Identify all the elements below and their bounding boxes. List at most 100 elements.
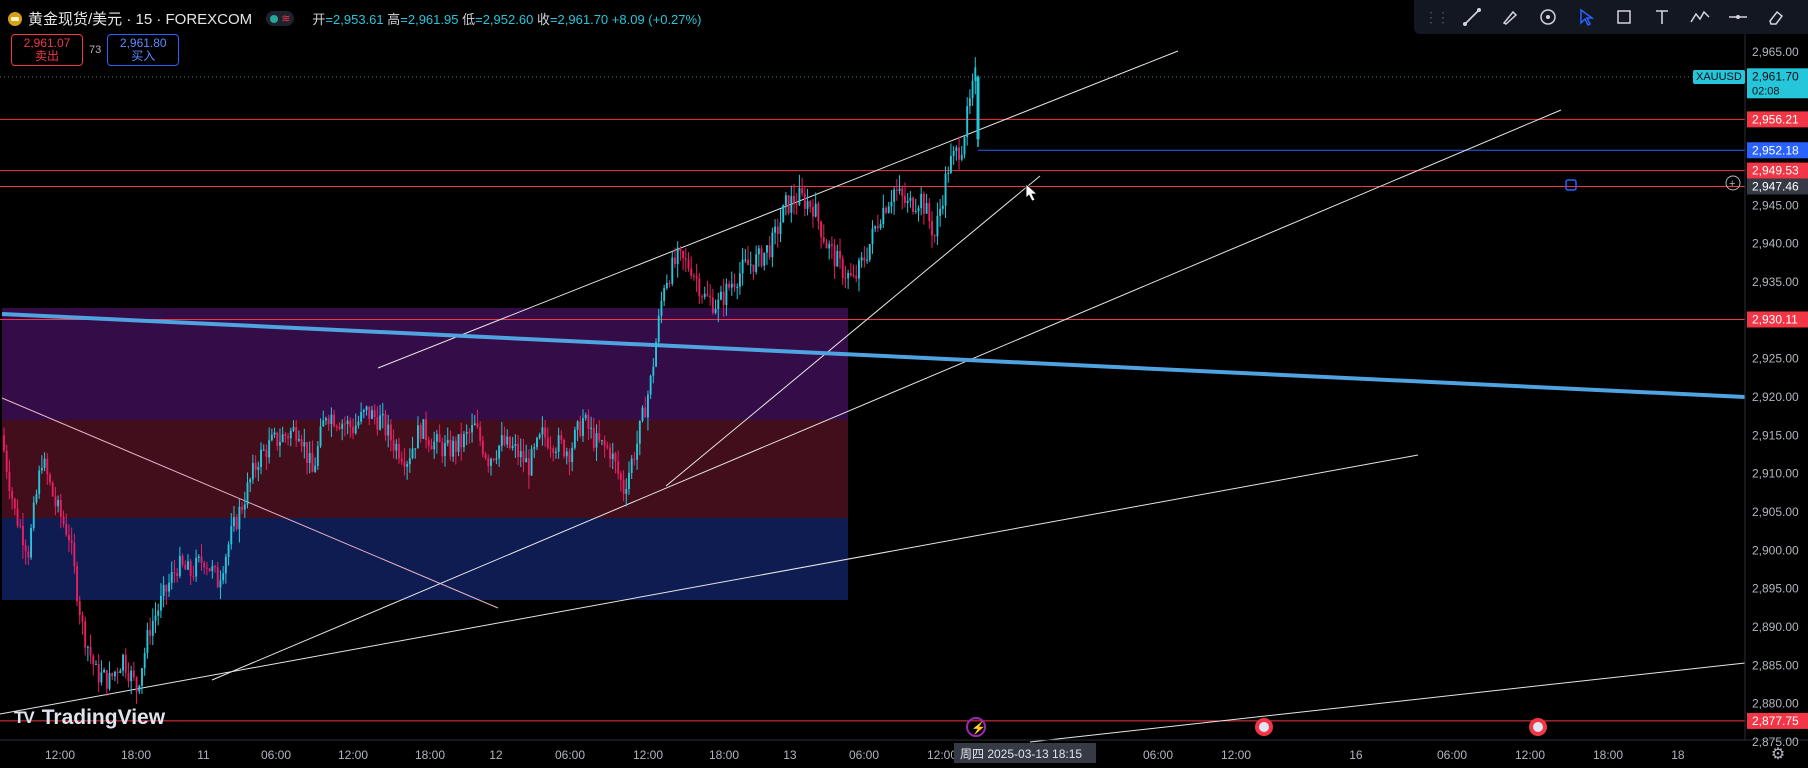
candle-body xyxy=(227,544,230,557)
trendline[interactable] xyxy=(0,454,1419,715)
candle-body xyxy=(952,150,955,157)
price-tick-label: 2,925.00 xyxy=(1752,352,1799,366)
candle-body xyxy=(346,420,349,424)
line-anchor-handle[interactable] xyxy=(1565,179,1577,191)
candle-body xyxy=(273,432,276,435)
candle-body xyxy=(530,448,533,476)
candle-body xyxy=(636,443,639,460)
trendline[interactable] xyxy=(377,50,1179,369)
horizontal-line-icon[interactable] xyxy=(1724,3,1752,31)
symbol-title[interactable]: 黄金现货/美元 · 15 · FOREXCOM xyxy=(28,11,253,28)
candle-body xyxy=(433,441,436,450)
candle-body xyxy=(533,447,536,449)
candle-body xyxy=(32,502,35,528)
candle-body xyxy=(682,250,685,259)
event-lightning-icon[interactable] xyxy=(966,717,986,737)
trendline[interactable] xyxy=(665,175,1041,487)
time-tick-label: 16 xyxy=(1349,748,1363,762)
candle-body xyxy=(251,463,254,480)
candle-body xyxy=(787,195,790,213)
candle-body xyxy=(108,673,111,689)
candle-body xyxy=(314,465,317,473)
candle-body xyxy=(203,562,206,568)
candle-body xyxy=(912,197,915,213)
candle-body xyxy=(503,435,506,445)
tradingview-logo[interactable]: TV TradingView xyxy=(14,706,165,730)
add-alert-icon[interactable] xyxy=(1725,175,1741,191)
candle-body xyxy=(860,257,863,261)
time-tick-label: 12:00 xyxy=(45,748,75,762)
candle-body xyxy=(192,575,195,577)
candle-body xyxy=(887,206,890,213)
candle-body xyxy=(238,506,241,530)
candle-body xyxy=(460,434,463,448)
gear-icon[interactable]: ⚙ xyxy=(1770,746,1786,763)
candle-body xyxy=(211,566,214,572)
candle-body xyxy=(270,434,273,441)
drag-handle-icon[interactable]: ⋮⋮ xyxy=(1424,8,1450,25)
candle-body xyxy=(652,366,655,376)
candle-body xyxy=(11,491,14,499)
candle-body xyxy=(947,172,950,174)
candle-body xyxy=(538,434,541,438)
spread-value: 73 xyxy=(89,44,102,56)
time-tick-label: 18:00 xyxy=(415,748,445,762)
candle-body xyxy=(51,482,54,497)
candle-body xyxy=(690,268,693,276)
candle-body xyxy=(487,458,490,466)
candle-body xyxy=(901,188,904,196)
price-tick-label: 2,895.00 xyxy=(1752,582,1799,596)
market-status-pill[interactable]: ≋ xyxy=(266,11,295,26)
candle-body xyxy=(224,556,227,574)
candle-body xyxy=(849,272,852,276)
buy-button[interactable]: 2,961.80 买入 xyxy=(107,34,180,66)
candle-body xyxy=(419,425,422,439)
candle-body xyxy=(527,458,530,476)
sell-button[interactable]: 2,961.07 卖出 xyxy=(11,34,83,66)
rectangle-icon[interactable] xyxy=(1610,3,1638,31)
candle-body xyxy=(863,257,866,261)
thick-trendline[interactable] xyxy=(1,312,1746,399)
candle-body xyxy=(963,137,966,155)
time-axis[interactable]: 12:00 18:00 11 06:00 12:00 18:00 12 06:00 12:00 1… xyxy=(45,748,1685,762)
candle-body xyxy=(387,424,390,436)
candle-body xyxy=(159,595,162,611)
candle-body xyxy=(806,201,809,209)
price-level-tag xyxy=(1747,178,1808,195)
candle-body xyxy=(349,420,352,427)
candle-body xyxy=(563,440,565,457)
candle-body xyxy=(289,430,292,439)
candle-body xyxy=(744,259,747,261)
candle-body xyxy=(833,245,836,267)
candle-body xyxy=(471,424,474,433)
candle-body xyxy=(368,406,371,419)
candle-body xyxy=(479,427,482,441)
candle-body xyxy=(5,450,8,472)
candle-body xyxy=(741,259,744,274)
price-level-tags: 2,961.7002:082,956.212,952.182,949.532,9… xyxy=(1747,68,1808,729)
candle-body xyxy=(176,573,179,576)
candle-body xyxy=(939,208,942,216)
candle-body xyxy=(444,443,446,457)
candle-body xyxy=(498,445,501,459)
trendline-icon[interactable] xyxy=(1458,3,1486,31)
candle-body xyxy=(665,282,668,289)
text-icon[interactable] xyxy=(1648,3,1676,31)
target-icon[interactable] xyxy=(1534,3,1562,31)
brush-icon[interactable] xyxy=(1496,3,1524,31)
price-level-text: 2,952.18 xyxy=(1752,143,1799,157)
pattern-icon[interactable] xyxy=(1686,3,1714,31)
candle-body xyxy=(216,567,219,588)
candle-body xyxy=(506,436,509,445)
candle-body xyxy=(882,207,885,225)
trendline[interactable] xyxy=(1029,662,1746,743)
time-tick-label: 12:00 xyxy=(633,748,663,762)
eraser-icon[interactable] xyxy=(1762,3,1790,31)
cursor-icon[interactable] xyxy=(1572,3,1600,31)
trendline[interactable] xyxy=(211,109,1562,681)
hand-cursor-icon xyxy=(1025,183,1039,202)
trendline[interactable] xyxy=(1,397,499,609)
candle-body xyxy=(579,421,582,437)
candle-body xyxy=(725,283,728,305)
